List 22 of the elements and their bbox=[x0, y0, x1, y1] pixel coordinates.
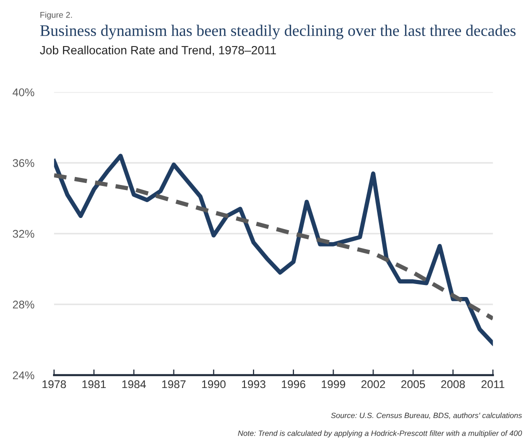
line-series bbox=[54, 173, 493, 321]
y-tick-label: 32% bbox=[12, 230, 34, 238]
x-tick-label: 2002 bbox=[361, 380, 386, 388]
y-tick-label: 40% bbox=[12, 88, 34, 96]
y-tick-label: 36% bbox=[12, 159, 34, 168]
x-tick-label: 2005 bbox=[401, 380, 426, 388]
x-tick-label: 2011 bbox=[482, 380, 504, 388]
x-tick-label: 1987 bbox=[162, 380, 186, 388]
x-tick-label: 1978 bbox=[42, 380, 66, 388]
y-tick-label: 28% bbox=[12, 300, 34, 309]
x-tick-label: 1981 bbox=[82, 380, 106, 388]
line-series bbox=[54, 154, 493, 346]
y-tick-label: 24% bbox=[12, 371, 34, 380]
x-tick-label: 1990 bbox=[202, 380, 226, 388]
x-tick-label: 1996 bbox=[282, 380, 306, 388]
chart-subtitle: Job Reallocation Rate and Trend, 1978–2011 bbox=[40, 46, 276, 56]
caption: Figure 2. bbox=[40, 12, 72, 20]
x-tick-label: 1984 bbox=[122, 380, 146, 388]
x-tick-label: 1993 bbox=[242, 380, 266, 388]
chart-title: Business dynamism has been steadily declining over the last three decades bbox=[40, 24, 516, 40]
x-tick-label: 2008 bbox=[441, 380, 465, 388]
x-tick-label: 1999 bbox=[322, 380, 346, 388]
